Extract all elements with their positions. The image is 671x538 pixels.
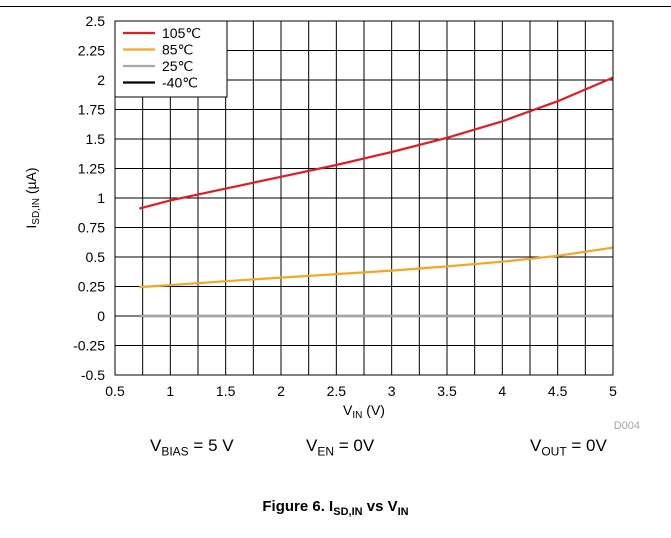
x-tick-label: 1 (166, 383, 174, 399)
condition-vbias: VBIAS = 5 V (150, 436, 234, 459)
y-tick-label: 2 (97, 72, 105, 88)
y-tick-label: -0.5 (81, 367, 105, 383)
y-tick-label: 2.5 (86, 13, 106, 29)
plot-frame (114, 20, 614, 376)
condition-vout: VOUT = 0V (530, 436, 607, 459)
y-tick-label: 2.25 (78, 43, 105, 59)
y-tick-label: -0.25 (73, 338, 105, 354)
series-line-1 (139, 246, 614, 289)
x-tick-label: 0.5 (105, 383, 125, 399)
legend-label: 105℃ (162, 25, 201, 41)
chart: 0.5 1 1.5 2 2.5 3 3.5 4 4.5 5 2.5 2.25 2 1.75 1.5 1.25… (23, 13, 640, 430)
y-tick-label: 0.25 (78, 279, 105, 295)
y-tick-label: 1.25 (78, 161, 105, 177)
y-tick-label: 1.75 (78, 102, 105, 118)
y-tick-label: 1 (97, 190, 105, 206)
y-tick-label: 0.75 (78, 220, 105, 236)
figure-caption: Figure 6. ISD,IN vs VIN (262, 498, 409, 518)
y-tick-label: 0.5 (86, 249, 106, 265)
y-tick-label: 1.5 (86, 131, 106, 147)
series-lines (139, 76, 614, 318)
x-tick-label: 2.5 (327, 383, 347, 399)
x-tick-label: 2 (277, 383, 285, 399)
x-tick-label: 3.5 (437, 383, 457, 399)
figure-code: D004 (614, 420, 640, 430)
top-rule (0, 6, 671, 7)
condition-ven: VEN = 0V (306, 436, 375, 459)
legend-label: 25℃ (162, 58, 193, 74)
y-axis-label: ISD,IN (µA) (23, 167, 42, 228)
x-tick-labels: 0.5 1 1.5 2 2.5 3 3.5 4 4.5 5 (105, 383, 617, 399)
x-tick-label: 4.5 (548, 383, 568, 399)
y-tick-labels: 2.5 2.25 2 1.75 1.5 1.25 1 0.75 0.5 0.25 0 -0.25 -0.… (73, 13, 105, 383)
x-axis-label: VIN (V) (343, 402, 385, 421)
legend-label: 85℃ (162, 42, 193, 58)
legend-label: -40℃ (162, 75, 198, 91)
legend: 105℃85℃25℃-40℃ (114, 20, 228, 98)
series-line-0 (139, 76, 614, 210)
x-tick-label: 5 (609, 383, 617, 399)
y-tick-label: 0 (97, 308, 105, 324)
x-tick-label: 4 (498, 383, 506, 399)
x-tick-label: 3 (388, 383, 396, 399)
x-tick-label: 1.5 (216, 383, 236, 399)
